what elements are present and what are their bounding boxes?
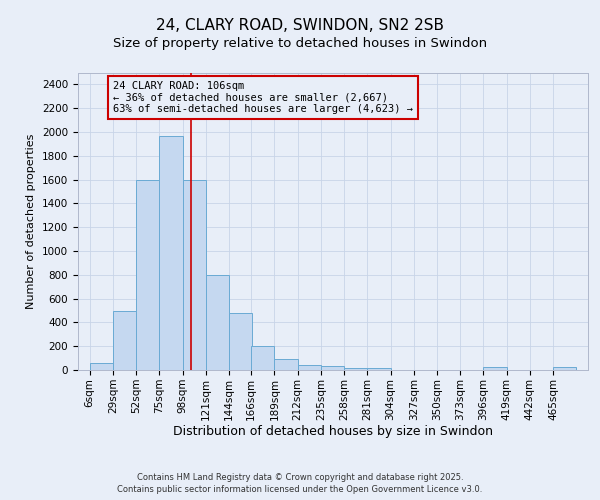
Bar xyxy=(484,367,507,370)
Bar xyxy=(298,365,321,370)
Bar xyxy=(251,346,274,370)
Bar xyxy=(136,180,159,370)
Text: Contains HM Land Registry data © Crown copyright and database right 2025.
Contai: Contains HM Land Registry data © Crown c… xyxy=(118,472,482,494)
Bar xyxy=(367,368,391,370)
Bar xyxy=(229,314,252,370)
Bar xyxy=(344,368,367,370)
Bar xyxy=(206,275,229,370)
Bar xyxy=(274,360,298,370)
Bar xyxy=(182,180,206,370)
Bar xyxy=(159,136,182,370)
Y-axis label: Number of detached properties: Number of detached properties xyxy=(26,134,37,309)
X-axis label: Distribution of detached houses by size in Swindon: Distribution of detached houses by size … xyxy=(173,426,493,438)
Bar xyxy=(321,366,344,370)
Text: 24 CLARY ROAD: 106sqm
← 36% of detached houses are smaller (2,667)
63% of semi-d: 24 CLARY ROAD: 106sqm ← 36% of detached … xyxy=(113,81,413,114)
Bar xyxy=(553,367,577,370)
Text: Size of property relative to detached houses in Swindon: Size of property relative to detached ho… xyxy=(113,38,487,51)
Bar xyxy=(89,364,113,370)
Bar xyxy=(113,310,136,370)
Text: 24, CLARY ROAD, SWINDON, SN2 2SB: 24, CLARY ROAD, SWINDON, SN2 2SB xyxy=(156,18,444,32)
